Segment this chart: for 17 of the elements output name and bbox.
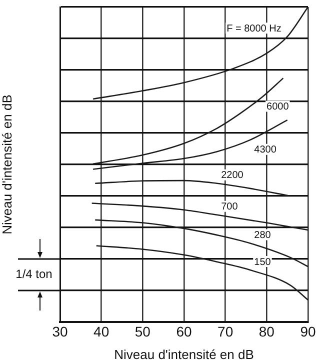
- series-label: 280: [254, 230, 272, 241]
- x-tick-label: 40: [94, 323, 110, 340]
- x-tick-label: 70: [218, 323, 234, 340]
- series-label: 2200: [221, 170, 244, 182]
- x-tick-label: 30: [52, 323, 68, 340]
- series-label: 4300: [254, 144, 277, 156]
- series-label: 6000: [266, 102, 290, 113]
- x-tick-label: 90: [300, 323, 316, 340]
- x-tick-label: 50: [134, 323, 151, 340]
- x-axis-title: Niveau d'intensité en dB: [114, 346, 254, 362]
- y-axis-title: Niveau d'intensité en dB: [0, 94, 14, 234]
- x-tick-label: 80: [258, 323, 275, 340]
- text: 1/4 ton: [16, 267, 52, 282]
- x-tick-label: 60: [176, 323, 192, 340]
- series-label: F = 8000 Hz: [226, 23, 282, 34]
- series-label: 150: [254, 256, 272, 268]
- series-label: 700: [221, 202, 238, 213]
